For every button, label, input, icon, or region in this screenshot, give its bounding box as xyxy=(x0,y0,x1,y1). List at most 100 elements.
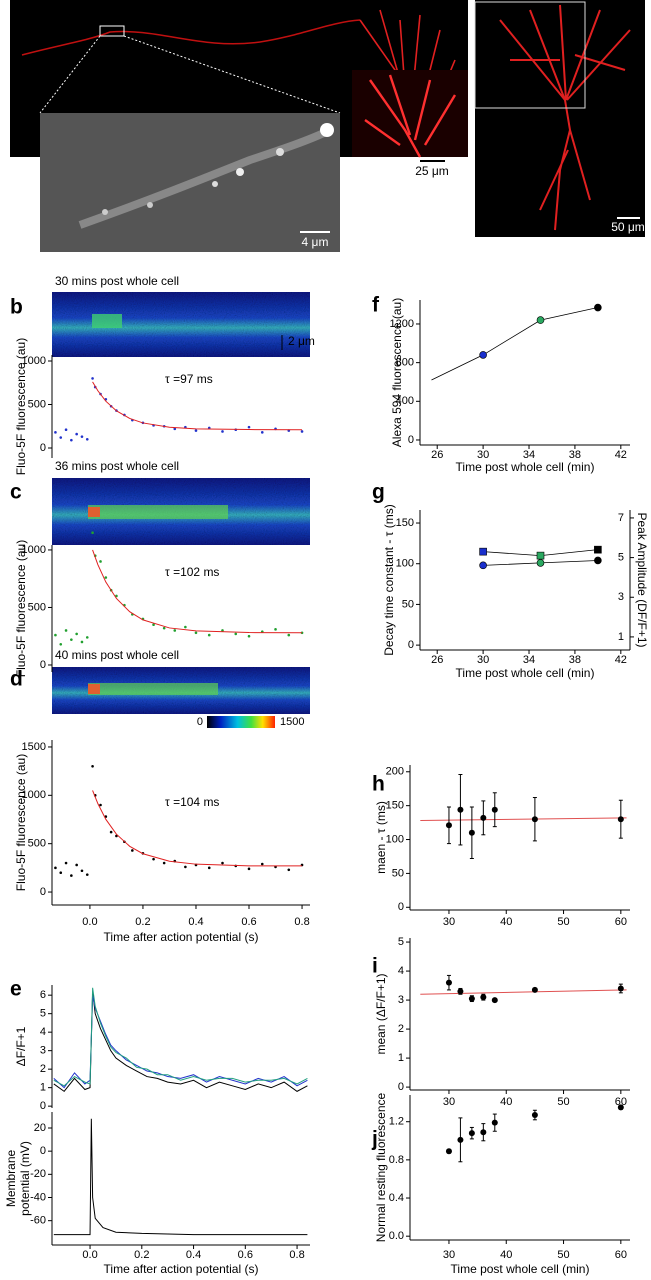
x-tick-label: 60 xyxy=(615,916,627,928)
y-tick-label: 0 xyxy=(40,442,46,454)
x-tick-label: 38 xyxy=(569,449,581,461)
data-marker xyxy=(536,559,545,567)
data-point xyxy=(468,1130,475,1137)
data-point xyxy=(617,1104,624,1111)
data-point xyxy=(75,432,78,436)
x-tick-label: 40 xyxy=(500,916,512,928)
x-tick-label: 0.4 xyxy=(186,1249,201,1261)
data-point xyxy=(445,979,452,986)
data-point xyxy=(80,435,84,438)
data-point xyxy=(468,995,475,1002)
data-point xyxy=(531,1112,538,1119)
panel-label: g xyxy=(372,481,385,504)
data-point xyxy=(221,430,224,433)
x-tick-label: 34 xyxy=(523,654,535,666)
data-line xyxy=(53,987,308,1087)
data-point xyxy=(75,863,78,867)
data-point xyxy=(247,634,251,638)
data-line xyxy=(420,817,627,822)
y-tick-label: 0 xyxy=(40,1145,46,1157)
data-point xyxy=(64,861,68,865)
y-axis-label: Fluo-5F fluorescence (au) xyxy=(14,338,28,475)
scale-bar-label: 50 μm xyxy=(611,220,645,234)
data-point xyxy=(247,425,251,429)
data-point xyxy=(480,814,487,821)
y-tick-label: 1200 xyxy=(390,318,414,330)
data-point xyxy=(260,431,264,434)
x-tick-label: 50 xyxy=(557,916,569,928)
y-axis-label: Normal resting fluorescence xyxy=(374,1092,388,1242)
data-line xyxy=(420,989,627,995)
data-point xyxy=(152,857,155,861)
kymographs: 2 μm 0 1500 xyxy=(52,292,315,728)
y-tick-label: 1 xyxy=(40,1082,46,1094)
y-tick-label: 6 xyxy=(40,989,46,1001)
data-point xyxy=(531,986,538,993)
data-point xyxy=(221,861,224,865)
x-axis-label: Time after action potential (s) xyxy=(104,1262,259,1276)
y-tick-label: 100 xyxy=(386,833,404,845)
y-tick-label: 100 xyxy=(396,558,414,570)
y-tick-label: 0 xyxy=(408,639,414,651)
x-tick-label: 40 xyxy=(500,1096,512,1108)
data-marker xyxy=(536,551,545,560)
y-tick-label: -20 xyxy=(30,1168,46,1180)
x-tick-label: 50 xyxy=(557,1096,569,1108)
data-point xyxy=(91,765,94,768)
x-tick-label: 30 xyxy=(477,654,489,666)
data-point xyxy=(59,436,63,439)
panel-label: c xyxy=(10,481,22,504)
y-tick-label: 0 xyxy=(40,1100,46,1112)
data-point xyxy=(54,633,57,637)
data-marker xyxy=(594,556,602,565)
y-tick-label: 20 xyxy=(34,1122,46,1134)
y-tick-label: 400 xyxy=(396,395,414,407)
data-line xyxy=(92,381,303,431)
data-point xyxy=(457,806,464,813)
x-axis-label: Time post whole cell (min) xyxy=(456,460,595,474)
y2-tick-label: 3 xyxy=(618,591,624,603)
colorbar-label: 1500 xyxy=(280,716,304,728)
y-tick-label: 4 xyxy=(40,1026,46,1038)
y-tick-label: 500 xyxy=(28,601,46,613)
panel-label: f xyxy=(372,294,380,317)
y-tick-label: 0.4 xyxy=(389,1192,404,1204)
y2-axis-label: Peak Amplitude (DF/F+1) xyxy=(635,512,649,647)
y-tick-label: 4 xyxy=(398,965,404,977)
data-point xyxy=(457,1136,464,1143)
scale-bar-label: 4 μm xyxy=(302,235,329,249)
data-point xyxy=(54,431,57,434)
data-point xyxy=(287,633,291,637)
data-point xyxy=(221,629,224,632)
x-tick-label: 30 xyxy=(477,449,489,461)
data-point xyxy=(207,866,211,870)
x-tick-label: 0.4 xyxy=(188,916,203,928)
y2-tick-label: 1 xyxy=(618,631,624,643)
data-point xyxy=(184,625,187,629)
x-tick-label: 42 xyxy=(615,449,627,461)
y-axis-label: Membrane xyxy=(4,1149,18,1207)
data-point xyxy=(70,874,73,877)
data-point xyxy=(617,816,624,823)
data-point xyxy=(85,437,89,441)
x-tick-label: 0.2 xyxy=(134,1249,149,1261)
x-tick-label: 0.2 xyxy=(135,916,150,928)
panel-title: 40 mins post whole cell xyxy=(55,648,179,662)
y-tick-label: 0 xyxy=(408,434,414,446)
panel-label: b xyxy=(10,296,23,319)
annotation: τ =97 ms xyxy=(165,372,213,386)
data-point xyxy=(64,428,68,432)
y-tick-label: 0 xyxy=(40,886,46,898)
y-tick-label: 5 xyxy=(398,936,404,948)
y-tick-label: 1.2 xyxy=(389,1116,404,1128)
panel-label: e xyxy=(10,978,22,1001)
y-tick-label: 0 xyxy=(398,901,404,913)
data-marker xyxy=(479,561,487,570)
y-tick-label: 50 xyxy=(402,598,414,610)
data-point xyxy=(445,822,452,829)
x-tick-label: 34 xyxy=(523,449,535,461)
data-point xyxy=(80,640,84,644)
data-line xyxy=(431,307,598,381)
data-point xyxy=(91,377,94,380)
